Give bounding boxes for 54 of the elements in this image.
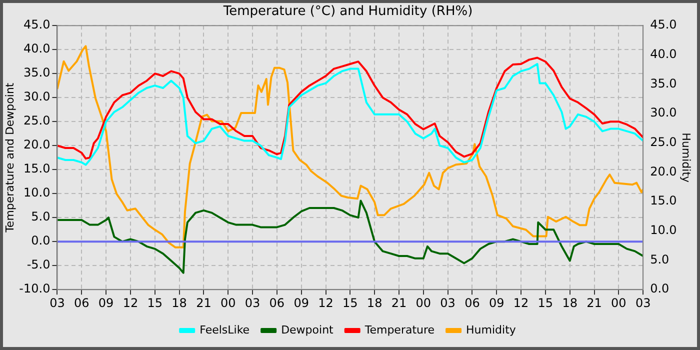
x-tick-label: 00 — [416, 296, 432, 310]
x-tick-label: 21 — [196, 296, 212, 310]
y2-tick-label: 20.0 — [650, 164, 677, 178]
y-tick-label: -10.0 — [19, 282, 50, 296]
y2-tick-label: 35.0 — [650, 76, 677, 90]
legend-label: Humidity — [466, 323, 516, 336]
x-tick-label: 12 — [122, 296, 138, 310]
x-tick-label: 12 — [513, 296, 529, 310]
x-tick-label: 00 — [611, 296, 626, 310]
y2-tick-label: 0.0 — [650, 282, 670, 296]
x-tick-label: 15 — [538, 296, 554, 310]
x-tick-label: 00 — [220, 296, 236, 310]
y-tick-label: 20.0 — [24, 138, 50, 152]
y-tick-label: 10.0 — [24, 186, 50, 200]
y-tick-label: 25.0 — [24, 114, 50, 128]
x-tick-label: 18 — [562, 296, 578, 310]
y2-tick-label: 10.0 — [650, 223, 677, 238]
x-tick-label: 03 — [244, 296, 260, 310]
y2-tick-label: 15.0 — [650, 194, 677, 208]
y-tick-label: 30.0 — [24, 90, 50, 104]
y-tick-label: 15.0 — [24, 162, 50, 176]
y-tick-label: 0.0 — [31, 234, 50, 248]
y2-axis-title: Humidity — [680, 132, 693, 184]
x-tick-label: 09 — [294, 296, 309, 310]
y-tick-label: -5.0 — [26, 258, 50, 272]
y2-tick-label: 30.0 — [650, 106, 677, 120]
legend-label: Dewpoint — [281, 323, 334, 336]
x-tick-label: 06 — [74, 296, 90, 310]
x-tick-label: 15 — [147, 296, 163, 310]
x-tick-label: 15 — [342, 296, 358, 310]
x-tick-label: 06 — [269, 296, 285, 310]
chart-title: Temperature (°C) and Humidity (RH%) — [222, 4, 473, 20]
y2-tick-label: 40.0 — [650, 47, 677, 62]
legend-label: Temperature — [364, 323, 435, 336]
x-tick-label: 09 — [488, 296, 504, 310]
x-tick-label: 18 — [366, 296, 382, 310]
x-tick-label: 03 — [635, 296, 651, 310]
y-tick-label: 35.0 — [24, 66, 50, 80]
x-tick-label: 12 — [318, 296, 334, 310]
y-tick-label: 40.0 — [24, 42, 50, 56]
y2-tick-label: 5.0 — [650, 252, 670, 266]
x-tick-label: 18 — [172, 296, 187, 310]
y2-tick-label: 25.0 — [650, 135, 677, 150]
x-tick-label: 03 — [50, 296, 65, 310]
y2-tick-label: 45.0 — [650, 18, 677, 32]
legend-label: FeelsLike — [200, 323, 250, 336]
x-tick-label: 09 — [98, 296, 114, 310]
y-tick-label: 5.0 — [31, 210, 50, 224]
y-axis-title: Temperature and Dewpoint — [3, 82, 16, 234]
x-tick-label: 06 — [464, 296, 480, 310]
x-tick-label: 21 — [391, 296, 407, 310]
x-tick-label: 03 — [440, 296, 456, 310]
y-tick-label: 45.0 — [24, 18, 50, 32]
x-tick-label: 21 — [586, 296, 602, 310]
